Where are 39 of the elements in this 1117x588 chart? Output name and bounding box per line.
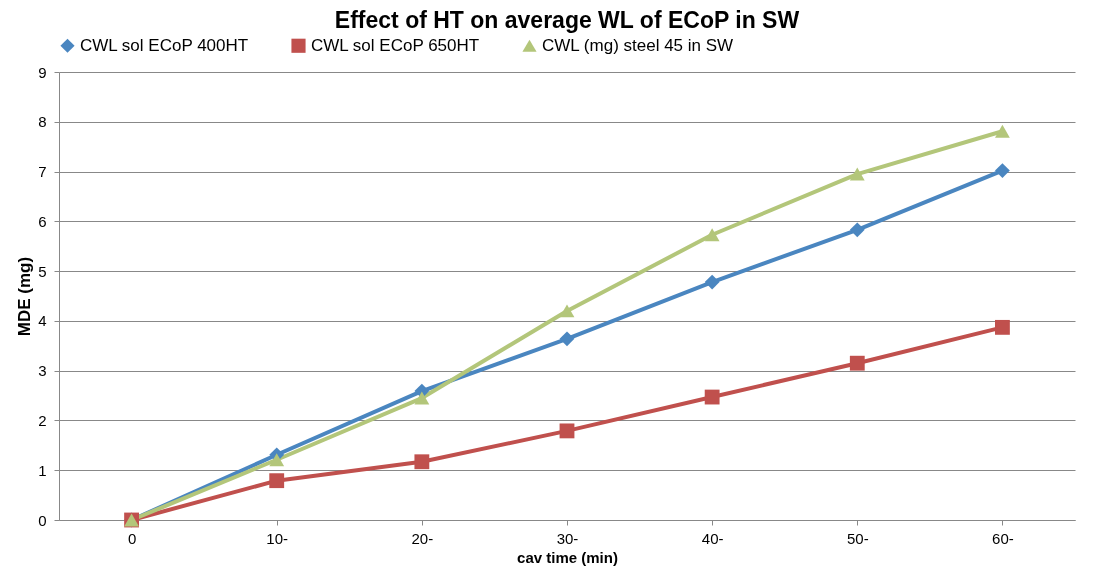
y-tick-label: 8 (38, 113, 47, 131)
point (414, 454, 430, 470)
y-tick-label: 5 (38, 262, 47, 280)
x-tick-label: 10- (266, 529, 289, 547)
point (269, 453, 285, 467)
point (849, 222, 865, 238)
point (269, 473, 285, 489)
point (704, 274, 720, 290)
y-tick-label: 1 (38, 461, 47, 479)
x-tick-label: 30- (556, 529, 579, 547)
point (995, 124, 1010, 138)
y-tick-label: 7 (38, 163, 47, 181)
legend-label: CWL (mg) steel 45 in SW (542, 35, 734, 55)
y-tick-label: 3 (38, 362, 47, 380)
y-tick-label: 6 (38, 212, 47, 230)
legend-label: CWL sol ECoP 400HT (80, 35, 249, 55)
x-tick-label: 60- (992, 529, 1014, 547)
point (704, 389, 720, 405)
point (995, 319, 1010, 335)
x-tick-label: 50- (846, 529, 869, 547)
point (559, 331, 575, 347)
x-axis-title: cav time (min) (517, 548, 618, 566)
point (849, 355, 865, 371)
point (414, 391, 430, 405)
point (849, 167, 865, 181)
y-tick-label: 4 (38, 312, 47, 330)
x-tick-label: 0 (127, 529, 137, 547)
x-tick-label: 40- (701, 529, 724, 547)
y-tick-label: 9 (38, 63, 47, 81)
y-axis-title: MDE (mg) (15, 256, 35, 337)
y-tick-label: 2 (38, 411, 47, 429)
chart-title: Effect of HT on average WL of ECoP in SW (334, 7, 800, 33)
y-tick-label: 0 (38, 511, 47, 529)
point (559, 304, 575, 318)
point (559, 423, 575, 439)
point (995, 163, 1010, 178)
x-tick-label: 20- (411, 529, 434, 547)
point (704, 228, 720, 242)
legend-label: CWL sol ECoP 650HT (311, 35, 480, 55)
